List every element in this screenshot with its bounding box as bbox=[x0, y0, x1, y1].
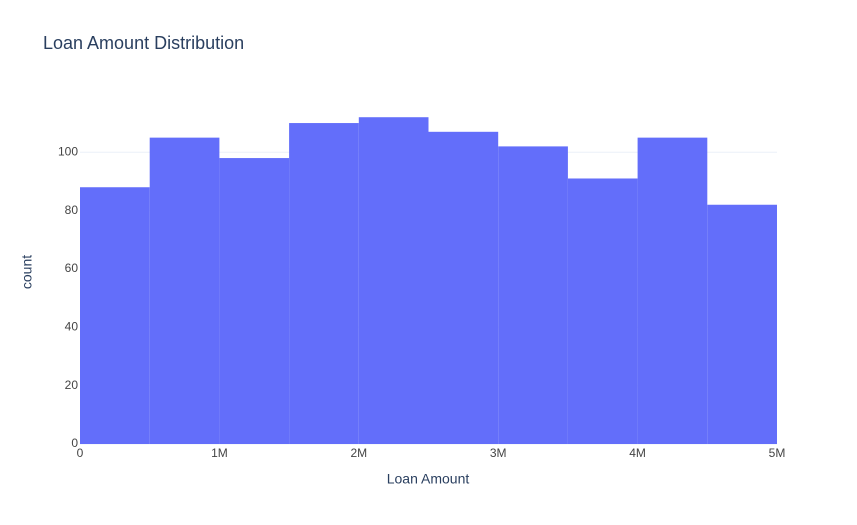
bar bbox=[707, 204, 777, 444]
y-tick-label: 60 bbox=[65, 261, 79, 275]
y-tick-label: 20 bbox=[65, 378, 79, 392]
chart-title: Loan Amount Distribution bbox=[43, 33, 244, 53]
bar bbox=[498, 146, 568, 445]
y-tick-label: 100 bbox=[58, 144, 78, 158]
x-tick-label: 0 bbox=[77, 446, 84, 460]
x-tick-label: 2M bbox=[350, 446, 367, 460]
y-tick-label: 40 bbox=[65, 319, 79, 333]
bar bbox=[637, 137, 708, 444]
bar bbox=[80, 187, 150, 444]
x-tick-label: 3M bbox=[490, 446, 507, 460]
y-axis-title: count bbox=[19, 255, 35, 289]
x-tick-label: 1M bbox=[211, 446, 228, 460]
bar bbox=[219, 158, 290, 445]
y-tick-label: 0 bbox=[71, 436, 78, 450]
x-axis-title: Loan Amount bbox=[387, 471, 470, 487]
bar bbox=[567, 178, 638, 444]
x-tick-label: 4M bbox=[629, 446, 646, 460]
bar bbox=[149, 137, 220, 444]
x-tick-label: 5M bbox=[769, 446, 786, 460]
bar bbox=[289, 123, 359, 444]
bar bbox=[358, 117, 429, 444]
y-tick-label: 80 bbox=[65, 203, 79, 217]
bar bbox=[428, 131, 499, 444]
